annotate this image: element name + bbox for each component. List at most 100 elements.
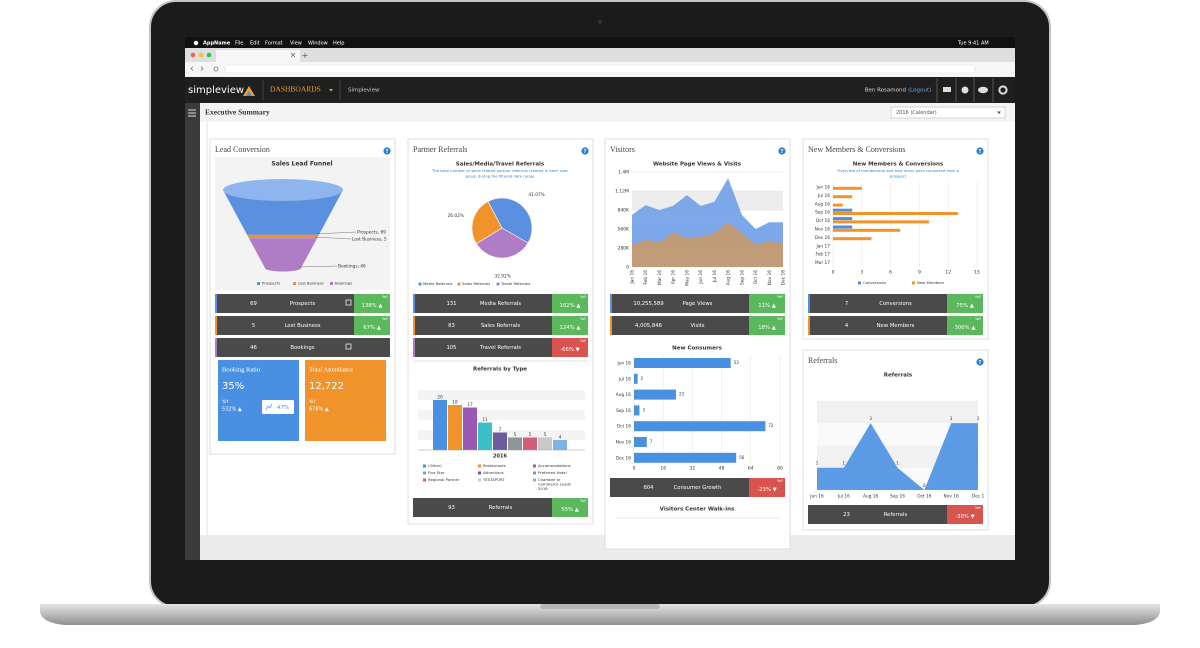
window-minimize[interactable] bbox=[198, 52, 204, 58]
logo-mark-inner bbox=[246, 91, 252, 96]
nav-arrows[interactable] bbox=[190, 66, 204, 71]
panel-title: Partner Referrals bbox=[413, 145, 467, 154]
stat-value: 23 bbox=[843, 512, 850, 518]
help-icon[interactable] bbox=[383, 147, 391, 155]
browser-tab[interactable] bbox=[216, 50, 300, 62]
pie-slice bbox=[487, 197, 533, 244]
yoy-label: YoY bbox=[382, 295, 389, 299]
user-name: Ben Rosamond bbox=[865, 88, 906, 94]
bar bbox=[634, 421, 766, 432]
stat-accent bbox=[215, 338, 217, 357]
window-zoom[interactable] bbox=[206, 52, 212, 58]
row-icon bbox=[345, 299, 352, 306]
yoy-label: YoY bbox=[382, 317, 389, 321]
menu-item[interactable]: AppName bbox=[203, 41, 231, 47]
x-tick-label: Nov 16 bbox=[944, 494, 959, 500]
bar bbox=[833, 225, 853, 229]
page-title: Executive Summary bbox=[205, 108, 270, 117]
nav-caret[interactable] bbox=[329, 89, 333, 92]
info-icon[interactable] bbox=[961, 86, 969, 94]
yoy-label: YoY bbox=[221, 399, 229, 404]
x-tick-label: Dec 16 bbox=[781, 270, 787, 285]
yoy-value: 75% ▲ bbox=[956, 303, 974, 309]
y-tick-label: Nov 16 bbox=[815, 227, 830, 233]
menu-item[interactable]: Window bbox=[308, 41, 328, 47]
yoy-label: YoY bbox=[580, 295, 587, 299]
print-icon[interactable] bbox=[943, 87, 951, 92]
leader-line bbox=[298, 265, 338, 268]
legend-swatch bbox=[496, 282, 500, 286]
window-close[interactable] bbox=[190, 52, 196, 58]
kpi-value: 35% bbox=[222, 381, 244, 392]
yoy-box bbox=[947, 316, 983, 335]
bar bbox=[553, 440, 567, 450]
stat-value: 131 bbox=[446, 301, 456, 307]
nav-dashboards[interactable]: DASHBOARDS bbox=[270, 85, 321, 94]
period-dropdown[interactable] bbox=[890, 106, 1006, 119]
legend-label: Regional Partner bbox=[428, 477, 460, 482]
help-icon-label[interactable]: ? bbox=[584, 149, 587, 155]
menu-item[interactable]: Edit bbox=[250, 41, 260, 47]
cloud-icon[interactable] bbox=[978, 86, 988, 94]
x-tick-label: Aug 16 bbox=[726, 270, 732, 285]
stat-row bbox=[610, 478, 785, 497]
data-label: 3 bbox=[977, 416, 980, 421]
chart-title: Referrals by Type bbox=[473, 367, 527, 373]
logout-link[interactable]: (Logout) bbox=[908, 88, 931, 94]
panel-title: Visitors bbox=[610, 145, 635, 154]
x-tick-label: Sep 16 bbox=[890, 494, 905, 500]
settings-icon[interactable] bbox=[998, 85, 1008, 95]
legend-label: Preferred Hotel bbox=[538, 470, 567, 475]
tab-controls[interactable] bbox=[290, 52, 308, 58]
legend-swatch bbox=[257, 282, 260, 285]
menu-item[interactable]: Help bbox=[333, 41, 344, 47]
bar bbox=[833, 195, 853, 199]
bar bbox=[833, 237, 872, 241]
url-field[interactable] bbox=[224, 64, 976, 74]
help-icon-label[interactable]: ? bbox=[386, 149, 389, 155]
nav-site[interactable]: Simpleview bbox=[348, 88, 380, 94]
yoy-box bbox=[749, 316, 785, 335]
menu-item[interactable]: Format bbox=[265, 41, 283, 47]
stat-row bbox=[215, 338, 390, 357]
grid-band bbox=[418, 390, 585, 400]
menu-item[interactable]: View bbox=[290, 41, 302, 47]
stat-accent bbox=[808, 505, 810, 524]
dropdown-caret[interactable] bbox=[997, 111, 1001, 115]
help-icon-label[interactable]: ? bbox=[979, 360, 982, 366]
period-value[interactable]: 2016 (Calendar) bbox=[896, 110, 937, 116]
reload[interactable] bbox=[213, 66, 219, 72]
bar bbox=[493, 432, 507, 450]
help-icon[interactable] bbox=[778, 147, 786, 155]
data-label: 3 bbox=[869, 416, 872, 421]
stat-label: Sales Referrals bbox=[481, 323, 521, 329]
bar bbox=[523, 437, 537, 450]
x-tick-label: Dec 1 bbox=[972, 494, 985, 500]
help-icon-label[interactable]: ? bbox=[781, 149, 784, 155]
x-tick-label: 0 bbox=[633, 466, 636, 472]
stat-value: 69 bbox=[250, 301, 257, 307]
x-tick-label: Apr 16 bbox=[671, 270, 677, 285]
menu-item[interactable]: File bbox=[235, 41, 243, 47]
help-icon[interactable] bbox=[976, 358, 984, 366]
help-icon-label[interactable]: ? bbox=[979, 149, 982, 155]
yoy-value: -30% ▼ bbox=[955, 514, 975, 520]
x-tick-label: 32 bbox=[690, 466, 696, 472]
yoy-box bbox=[552, 338, 588, 357]
hamburger[interactable] bbox=[188, 109, 196, 117]
yoy-value: 678% ▲ bbox=[309, 407, 329, 413]
legend-swatch bbox=[330, 282, 333, 285]
help-icon[interactable] bbox=[976, 147, 984, 155]
x-tick-label: Jul 16 bbox=[837, 494, 850, 500]
menu-bar bbox=[185, 37, 1015, 48]
legend-swatch bbox=[423, 478, 426, 482]
legend-label: Lost Business bbox=[298, 281, 324, 286]
stat-value: 93 bbox=[448, 505, 455, 511]
yoy-label: YoY bbox=[777, 295, 784, 299]
y-tick-label: Aug 16 bbox=[815, 201, 830, 207]
data-label: 26.02% bbox=[448, 213, 464, 219]
bar bbox=[634, 373, 638, 384]
stat-row bbox=[413, 294, 588, 313]
camera bbox=[598, 20, 602, 24]
help-icon[interactable] bbox=[581, 147, 589, 155]
